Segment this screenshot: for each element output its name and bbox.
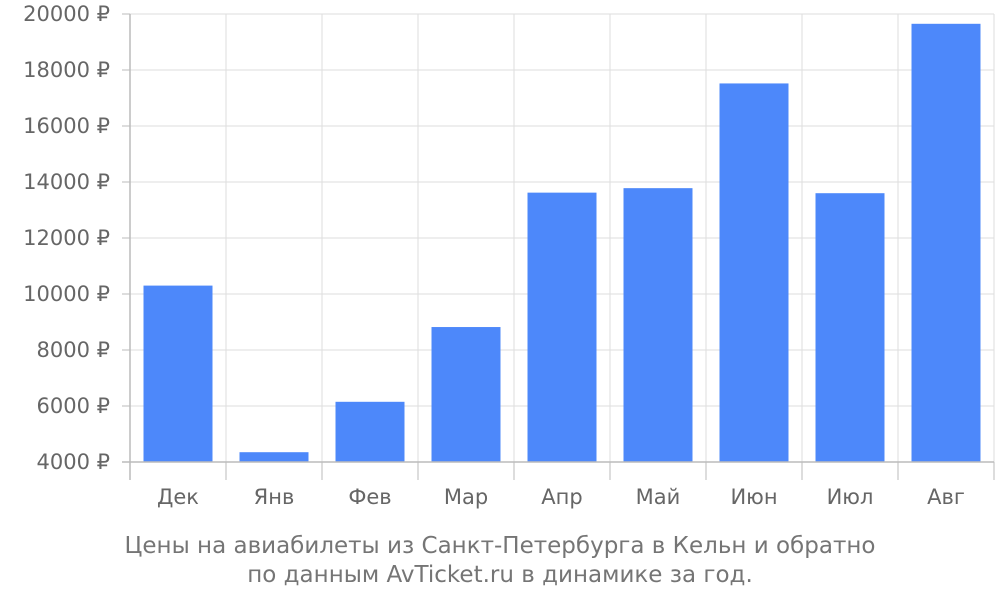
- x-tick-label: Дек: [157, 485, 199, 509]
- y-tick-labels: 4000 ₽ 6000 ₽ 8000 ₽ 10000 ₽ 12000 ₽ 14000 ₽ 1…: [23, 2, 110, 474]
- bar-3: [335, 401, 405, 462]
- y-tick-label: 12000 ₽: [23, 226, 110, 250]
- x-tick-label: Авг: [927, 485, 965, 509]
- bar-8: [815, 193, 885, 462]
- y-tick-label: 6000 ₽: [37, 394, 110, 418]
- bar-2: [239, 452, 309, 462]
- bar-7: [719, 83, 789, 462]
- x-tick-labels: Дек Янв Фев Мар Апр Май Июн Июл Авг: [157, 485, 965, 509]
- y-tick-label: 8000 ₽: [37, 338, 110, 362]
- bar-chart: 4000 ₽ 6000 ₽ 8000 ₽ 10000 ₽ 12000 ₽ 14000 ₽ 1…: [23, 2, 995, 509]
- bar-4: [431, 327, 501, 462]
- x-tick-label: Мар: [444, 485, 488, 509]
- y-tick-label: 14000 ₽: [23, 170, 110, 194]
- x-tick-label: Июл: [827, 485, 874, 509]
- bar-1: [143, 285, 213, 462]
- y-tick-label: 18000 ₽: [23, 58, 110, 82]
- bar-6: [623, 188, 693, 462]
- y-tick-label: 16000 ₽: [23, 114, 110, 138]
- bar-5: [527, 192, 597, 462]
- x-tick-label: Янв: [254, 485, 295, 509]
- y-tick-label: 4000 ₽: [37, 450, 110, 474]
- axes: [122, 13, 995, 480]
- chart-caption-line-1: Цены на авиабилеты из Санкт-Петербурга в…: [124, 533, 876, 559]
- x-tick-label: Фев: [348, 485, 391, 509]
- bar-9: [911, 23, 981, 463]
- x-tick-label: Май: [636, 485, 681, 509]
- x-tick-label: Июн: [730, 485, 777, 509]
- y-tick-label: 20000 ₽: [23, 2, 110, 26]
- x-tick-label: Апр: [541, 485, 582, 509]
- bars: [143, 23, 981, 463]
- chart-caption-line-2: по данным AvTicket.ru в динамике за год.: [247, 562, 753, 588]
- y-tick-label: 10000 ₽: [23, 282, 110, 306]
